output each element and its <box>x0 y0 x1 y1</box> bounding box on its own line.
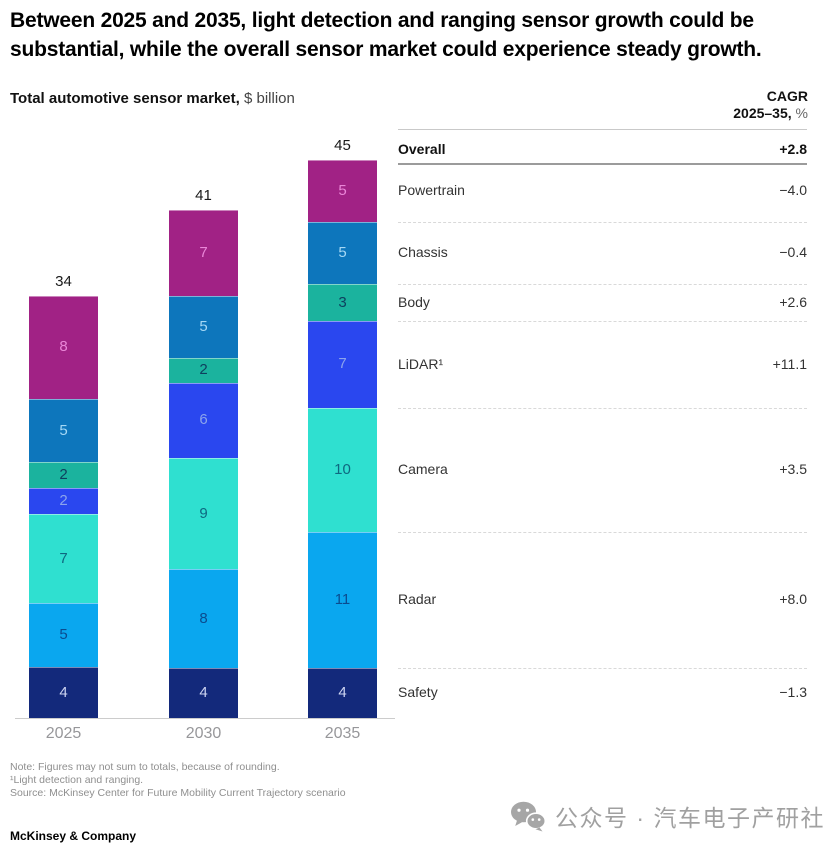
overall-row-bottom-rule <box>398 163 807 165</box>
table-row-value: +11.1 <box>772 355 807 372</box>
x-axis-tick-label: 2025 <box>45 725 82 742</box>
bar-segment <box>308 160 377 222</box>
bar-segment <box>29 603 98 667</box>
table-row-label: Body <box>398 293 430 310</box>
bar-segment <box>169 569 238 669</box>
mckinsey-brand-logo: McKinsey & Company <box>10 829 137 843</box>
wechat-icon <box>510 801 547 832</box>
bar-segment <box>169 358 238 384</box>
cagr-column-header: CAGR 2025–35, % <box>733 88 808 122</box>
bar-segment <box>29 666 98 718</box>
table-row-divider <box>398 321 807 323</box>
table-row-divider <box>398 408 807 409</box>
chart-subtitle-unit: $ billion <box>243 90 295 107</box>
watermark-text: 公众号 · 汽车电子产研社 <box>555 805 825 831</box>
footnote-lidar: ¹Light detection and ranging. <box>10 774 144 786</box>
bar-segment <box>308 668 377 718</box>
watermark: 公众号 · 汽车电子产研社 <box>510 799 825 833</box>
table-row-label: Chassis <box>398 244 448 260</box>
x-axis-tick-label: 2035 <box>324 725 361 742</box>
bar-total-label: 34 <box>55 273 72 291</box>
table-row-value: −1.3 <box>779 684 807 701</box>
table-row-value: +2.6 <box>779 293 807 310</box>
bar-total-label: 41 <box>195 186 212 204</box>
footnote-source: Source: McKinsey Center for Future Mobil… <box>10 787 346 799</box>
bar-total-label: 45 <box>334 137 351 154</box>
x-axis-line <box>15 718 395 719</box>
table-row-label: Radar <box>398 591 437 608</box>
page-title: Between 2025 and 2035, light detection a… <box>10 6 762 64</box>
table-row-value: +3.5 <box>779 461 807 477</box>
table-row-value: −4.0 <box>779 182 807 198</box>
table-row-label: LiDAR¹ <box>398 355 444 372</box>
bar-segment <box>29 513 98 603</box>
bar-segment <box>29 398 98 463</box>
bar-segment <box>29 488 98 514</box>
chart-subtitle: Total automotive sensor market, $ billio… <box>10 90 295 107</box>
table-row-divider <box>398 284 807 285</box>
chart-canvas: Overall +2.8 4 5 7 2 2 5 8 34 2025 4 8 9 6 2 5 7 41 2030 4… <box>0 120 830 770</box>
overall-row-label: Overall <box>398 141 446 157</box>
bar-segment <box>169 383 238 458</box>
cagr-header-line2: 2025–35, % <box>733 105 808 122</box>
table-row-value: −0.4 <box>779 244 807 260</box>
bar-segment <box>29 296 98 399</box>
bar-segment <box>308 222 377 284</box>
table-row-divider <box>398 668 807 670</box>
x-axis-tick-label: 2030 <box>185 725 222 742</box>
table-row-label: Camera <box>398 461 448 477</box>
bar-segment <box>169 209 238 297</box>
page-title-line2: substantial, while the overall sensor ma… <box>10 38 762 61</box>
bar-segment <box>169 296 238 359</box>
overall-row-top-rule <box>398 129 807 130</box>
table-row-divider <box>398 532 807 533</box>
page-title-line1: Between 2025 and 2035, light detection a… <box>10 9 754 32</box>
footnote-rounding: Note: Figures may not sum to totals, bec… <box>10 761 280 773</box>
table-row-label: Powertrain <box>398 182 465 198</box>
bar-segment <box>29 462 98 489</box>
footnotes: Note: Figures may not sum to totals, bec… <box>10 761 346 800</box>
bar-segment <box>308 321 377 408</box>
table-row-label: Safety <box>398 684 438 701</box>
table-row-value: +8.0 <box>779 591 807 608</box>
chart-subtitle-bold: Total automotive sensor market, <box>10 90 240 107</box>
cagr-header-unit: % <box>795 105 808 121</box>
bar-segment <box>308 284 377 322</box>
bar-segment <box>308 408 377 532</box>
bar-segment <box>308 532 377 669</box>
cagr-header-range: 2025–35, <box>733 105 792 121</box>
cagr-header-line1: CAGR <box>766 88 808 104</box>
bar-segment <box>169 668 238 718</box>
overall-row-value: +2.8 <box>779 141 807 157</box>
table-row-divider <box>398 222 807 223</box>
bar-segment <box>169 457 238 570</box>
